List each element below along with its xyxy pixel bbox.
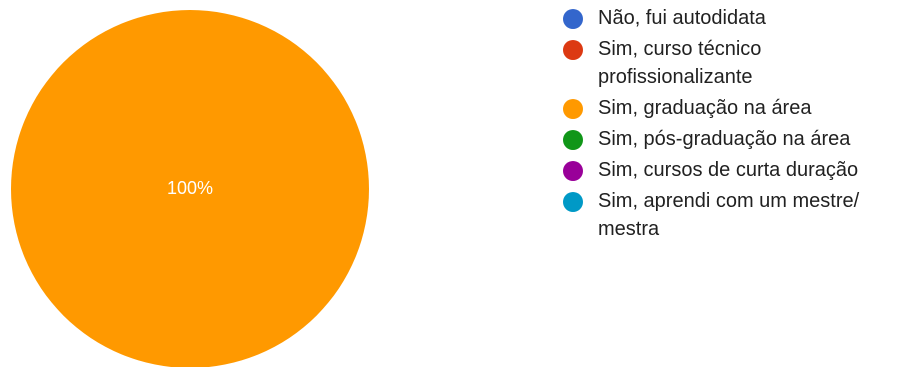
pie-slice[interactable]: [11, 10, 369, 367]
legend-item[interactable]: Sim, pós-graduação na área: [562, 125, 912, 153]
legend: Não, fui autodidata Sim, curso técnico p…: [562, 4, 912, 246]
legend-swatch: [563, 40, 583, 60]
legend-item[interactable]: Não, fui autodidata: [562, 4, 912, 32]
legend-label: Sim, pós-graduação na área: [598, 128, 851, 150]
legend-label: Não, fui autodidata: [598, 7, 766, 29]
legend-label: Sim, aprendi com um mestre/ mestra: [598, 190, 860, 240]
legend-swatch: [563, 192, 583, 212]
legend-swatch: [563, 130, 583, 150]
legend-swatch: [563, 9, 583, 29]
pie-chart: 100%: [11, 10, 369, 367]
legend-item[interactable]: Sim, aprendi com um mestre/ mestra: [562, 187, 912, 243]
legend-item[interactable]: Sim, curso técnico profissionalizante: [562, 35, 912, 91]
legend-label: Sim, curso técnico profissionalizante: [598, 38, 762, 88]
legend-swatch: [563, 161, 583, 181]
legend-swatch: [563, 99, 583, 119]
legend-item[interactable]: Sim, cursos de curta duração: [562, 156, 912, 184]
legend-label: Sim, graduação na área: [598, 97, 812, 119]
legend-item[interactable]: Sim, graduação na área: [562, 94, 912, 122]
slice-data-label: 100%: [167, 178, 213, 198]
legend-label: Sim, cursos de curta duração: [598, 159, 859, 181]
